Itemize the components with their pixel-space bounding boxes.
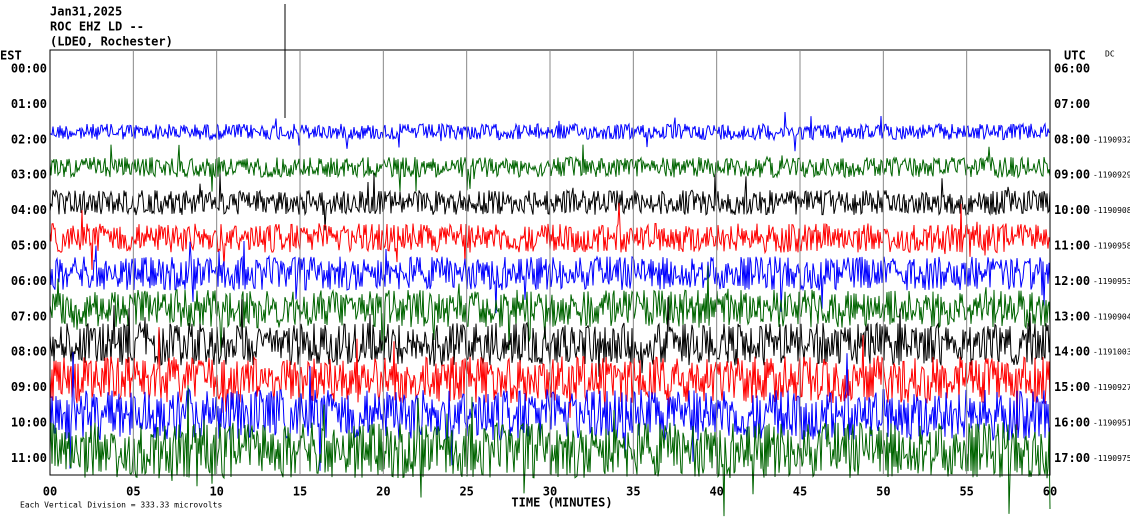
left-hour-label: 08:00 xyxy=(11,345,47,359)
x-tick-label: 45 xyxy=(793,485,807,499)
x-tick-label: 10 xyxy=(209,485,223,499)
x-axis-title: TIME (MINUTES) xyxy=(511,496,612,510)
x-tick-label: 00 xyxy=(43,485,57,499)
row-code: -1190975 xyxy=(1093,454,1130,463)
x-tick-label: 25 xyxy=(459,485,473,499)
left-axis-label: EST xyxy=(0,49,22,63)
row-code: -1190904 xyxy=(1093,312,1130,321)
header-date: Jan31,2025 xyxy=(50,5,122,19)
left-hour-label: 10:00 xyxy=(11,416,47,430)
header-network: (LDEO, Rochester) xyxy=(50,35,173,49)
row-code: -1190908 xyxy=(1093,206,1130,215)
x-tick-label: 30 xyxy=(543,485,557,499)
left-hour-label: 06:00 xyxy=(11,274,47,288)
x-tick-label: 15 xyxy=(293,485,307,499)
x-tick-label: 05 xyxy=(126,485,140,499)
x-tick-label: 40 xyxy=(709,485,723,499)
header-station: ROC EHZ LD -- xyxy=(50,20,144,34)
left-hour-label: 07:00 xyxy=(11,309,47,323)
left-hour-label: 04:00 xyxy=(11,203,47,217)
row-code: -1190927 xyxy=(1093,383,1130,392)
right-hour-label: 06:00 xyxy=(1054,62,1090,76)
x-tick-label: 60 xyxy=(1043,485,1057,499)
right-hour-label: 13:00 xyxy=(1054,309,1090,323)
x-tick-label: 55 xyxy=(959,485,973,499)
x-tick-label: 35 xyxy=(626,485,640,499)
left-hour-label: 05:00 xyxy=(11,239,47,253)
right-hour-label: 10:00 xyxy=(1054,203,1090,217)
right-hour-label: 11:00 xyxy=(1054,239,1090,253)
right-hour-label: 14:00 xyxy=(1054,345,1090,359)
right-hour-label: 17:00 xyxy=(1054,451,1090,465)
right-hour-label: 12:00 xyxy=(1054,274,1090,288)
right-hour-label: 16:00 xyxy=(1054,416,1090,430)
left-hour-label: 03:00 xyxy=(11,168,47,182)
left-hour-label: 02:00 xyxy=(11,132,47,146)
footer-scale: Each Vertical Division = 333.33 microvol… xyxy=(20,501,222,510)
right-hour-label: 15:00 xyxy=(1054,380,1090,394)
right-hour-label: 07:00 xyxy=(1054,97,1090,111)
row-code: -1190958 xyxy=(1093,242,1130,251)
row-code: -1190929 xyxy=(1093,171,1130,180)
row-code: -1190953 xyxy=(1093,277,1130,286)
x-tick-label: 50 xyxy=(876,485,890,499)
row-code: -1190951 xyxy=(1093,419,1130,428)
left-hour-label: 00:00 xyxy=(11,62,47,76)
right-axis-label: UTC xyxy=(1064,49,1086,63)
row-code: -1191003 xyxy=(1093,348,1130,357)
right-hour-label: 08:00 xyxy=(1054,132,1090,146)
x-tick-label: 20 xyxy=(376,485,390,499)
left-hour-label: 09:00 xyxy=(11,380,47,394)
row-code: -1190932 xyxy=(1093,135,1130,144)
right-hour-label: 09:00 xyxy=(1054,168,1090,182)
left-hour-label: 11:00 xyxy=(11,451,47,465)
dc-label: DC xyxy=(1105,50,1115,59)
left-hour-label: 01:00 xyxy=(11,97,47,111)
